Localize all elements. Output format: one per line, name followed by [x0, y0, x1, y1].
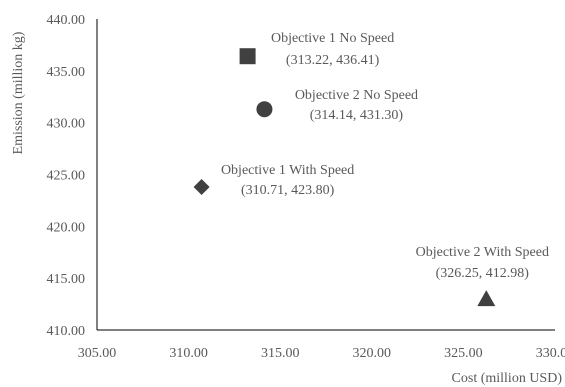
- y-tick-label: 415.00: [47, 272, 86, 287]
- point-coord-label: (310.71, 423.80): [241, 183, 335, 198]
- y-axis-title: Emission (million kg): [11, 31, 26, 154]
- point-coord-label: (313.22, 436.41): [286, 53, 380, 68]
- data-points: [193, 48, 496, 307]
- y-tick-labels: 410.00 415.00 420.00 425.00 430.00 435.00 440.…: [47, 13, 86, 339]
- y-tick-label: 410.00: [47, 324, 86, 339]
- marker-circle: [256, 101, 273, 118]
- x-tick-label: 330.00: [536, 346, 565, 361]
- x-tick-label: 315.00: [261, 346, 300, 361]
- marker-triangle: [477, 290, 496, 307]
- x-tick-label: 305.00: [78, 346, 117, 361]
- axes: [96, 19, 555, 331]
- point-coord-label: (326.25, 412.98): [436, 266, 530, 281]
- y-tick-label: 435.00: [47, 65, 86, 80]
- y-tick-label: 425.00: [47, 169, 86, 184]
- y-tick-label: 420.00: [47, 220, 86, 235]
- x-axis-title: Cost (million USD): [452, 371, 563, 386]
- marker-diamond: [193, 178, 210, 195]
- point-annotations: Objective 1 No Speed (313.22, 436.41) Obje…: [221, 31, 549, 281]
- x-tick-label: 320.00: [353, 346, 392, 361]
- x-tick-label: 310.00: [169, 346, 208, 361]
- point-coord-label: (314.14, 431.30): [310, 108, 404, 123]
- x-tick-label: 325.00: [444, 346, 483, 361]
- point-name-label: Objective 1 No Speed: [271, 31, 394, 46]
- y-tick-label: 440.00: [47, 13, 86, 28]
- point-name-label: Objective 2 No Speed: [295, 88, 418, 103]
- y-tick-label: 430.00: [47, 117, 86, 132]
- x-tick-labels: 305.00 310.00 315.00 320.00 325.00 330.00: [78, 346, 565, 361]
- point-name-label: Objective 2 With Speed: [416, 245, 549, 260]
- point-name-label: Objective 1 With Speed: [221, 163, 354, 178]
- marker-square: [239, 48, 256, 65]
